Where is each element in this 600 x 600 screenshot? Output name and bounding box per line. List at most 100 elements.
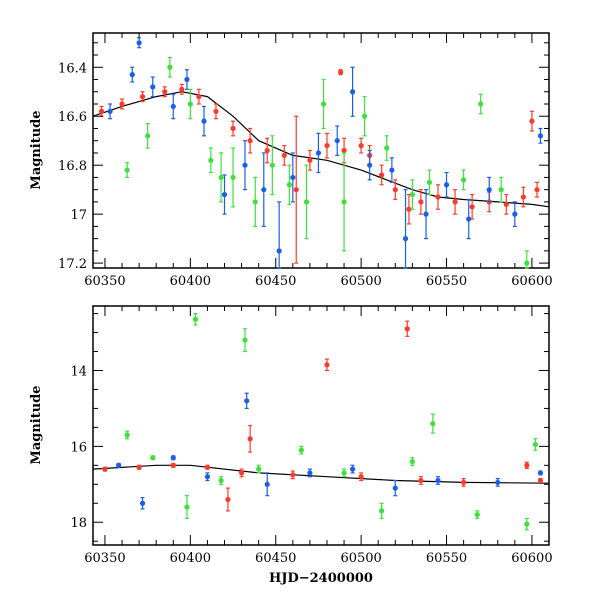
data-marker	[290, 174, 296, 181]
top-series-1-point	[367, 149, 373, 181]
top-series-2-point	[426, 169, 433, 196]
bottom-series-0-point	[461, 478, 467, 487]
top-series-1-point	[315, 132, 322, 174]
top-series-2-point	[230, 147, 236, 208]
top-series-0-point	[392, 179, 398, 201]
bottom-series-1-point	[244, 392, 250, 410]
data-marker	[298, 447, 304, 453]
data-marker	[187, 101, 193, 107]
data-marker	[358, 143, 364, 149]
top-series-0-point	[139, 91, 146, 103]
top-series-1-point	[537, 127, 544, 144]
bottom-plot-frame	[92, 305, 550, 546]
bottom-series-1-point	[537, 470, 544, 476]
top-series-0-point	[469, 193, 475, 220]
top-y-tick-label: 17	[70, 208, 87, 223]
top-series-2-point	[145, 122, 151, 149]
top-plot-frame	[92, 32, 550, 269]
data-marker	[196, 94, 202, 100]
top-series-2-point	[187, 88, 193, 120]
top-series-1-point	[512, 201, 518, 227]
data-marker	[503, 201, 509, 207]
bottom-x-tick-label: 60450	[255, 551, 296, 566]
data-marker	[520, 194, 526, 200]
data-marker	[461, 479, 467, 486]
data-marker	[324, 362, 330, 368]
top-series-2-point	[208, 147, 214, 174]
top-series-0-point	[307, 149, 313, 171]
top-series-0-point	[520, 186, 526, 208]
bottom-series-0-point	[324, 358, 330, 372]
data-marker	[498, 187, 504, 193]
data-marker	[409, 191, 415, 198]
data-marker	[221, 191, 228, 198]
top-series-2-point	[124, 162, 130, 179]
bottom-series-0-point	[170, 462, 176, 468]
data-marker	[367, 162, 373, 168]
data-marker	[349, 89, 356, 95]
top-series-1-point	[129, 66, 135, 83]
data-marker	[184, 504, 190, 510]
data-marker	[230, 174, 236, 181]
data-marker	[423, 211, 429, 217]
data-marker	[307, 157, 313, 163]
data-marker	[247, 436, 253, 442]
data-marker	[384, 145, 390, 151]
top-series-0-point	[452, 189, 458, 215]
data-marker	[418, 477, 424, 484]
data-marker	[392, 485, 398, 491]
bottom-series-0-point	[404, 320, 410, 337]
top-series-1-point	[443, 171, 450, 198]
data-marker	[524, 462, 530, 468]
top-series-2-point	[361, 96, 368, 137]
top-series-0-point	[418, 189, 424, 215]
top-series-1-point	[389, 157, 395, 183]
top-series-0-point	[435, 184, 441, 210]
data-marker	[145, 133, 151, 139]
bottom-series-2-point	[192, 312, 199, 326]
data-marker	[418, 199, 424, 205]
data-marker	[324, 143, 330, 149]
data-marker	[478, 101, 484, 107]
bottom-y-axis-title: Magnitude	[29, 385, 44, 464]
data-marker	[107, 108, 113, 114]
data-marker	[524, 260, 530, 266]
top-series-1-point	[150, 76, 156, 98]
data-marker	[358, 474, 364, 480]
top-series-0-point	[293, 115, 299, 264]
top-series-1-point	[261, 152, 267, 227]
top-trend-layer	[92, 91, 550, 208]
data-marker	[256, 466, 262, 472]
top-x-tick-label: 60350	[84, 274, 125, 289]
top-series-1-point	[486, 176, 492, 203]
data-marker	[204, 464, 211, 470]
top-series-1-point	[184, 69, 190, 90]
data-marker	[184, 76, 190, 83]
data-marker	[392, 187, 398, 193]
bottom-series-1-point	[264, 472, 270, 497]
data-marker	[247, 138, 253, 144]
top-series-1-point	[201, 105, 207, 137]
data-marker	[238, 470, 245, 476]
top-series-0-point	[379, 164, 385, 186]
top-series-1-point	[221, 174, 228, 215]
bottom-series-0-point	[524, 461, 530, 469]
top-series-0-point	[503, 193, 509, 215]
top-series-0-point	[406, 193, 412, 225]
bottom-series-0-point	[358, 472, 364, 482]
top-series-0-point	[281, 145, 287, 166]
data-marker	[281, 152, 287, 158]
data-marker	[167, 64, 173, 70]
data-marker	[338, 69, 344, 75]
bottom-series-2-point	[524, 517, 530, 531]
data-marker	[179, 86, 185, 92]
top-series-0-point	[119, 98, 125, 110]
bottom-series-0-point	[102, 466, 108, 472]
data-marker	[307, 470, 313, 476]
data-marker	[320, 101, 327, 107]
bottom-series-1-point	[495, 478, 501, 487]
top-series-1-point	[423, 189, 429, 240]
data-marker	[261, 187, 267, 193]
bottom-x-tick-label: 60600	[511, 551, 552, 566]
bottom-series-1-point	[170, 455, 176, 461]
